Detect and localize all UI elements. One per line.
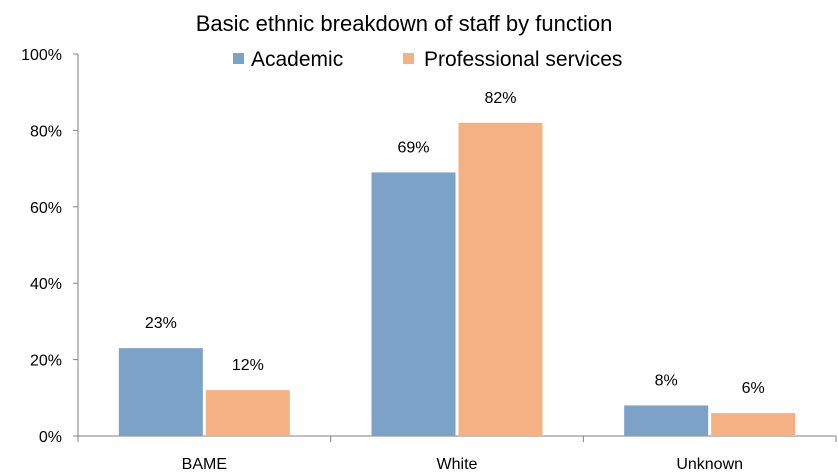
y-tick-label: 60% (30, 200, 62, 217)
bar (205, 390, 290, 436)
legend-swatch-academic (233, 53, 244, 64)
y-axis: 0% 20% 40% 60% 80% 100% (21, 47, 79, 446)
x-category-label: White (437, 456, 478, 473)
data-label: 6% (742, 380, 765, 397)
x-category-label: Unknown (676, 456, 743, 473)
chart-title: Basic ethnic breakdown of staff by funct… (196, 11, 613, 36)
legend: Academic Professional services (233, 48, 622, 71)
y-tick-label: 20% (30, 353, 62, 370)
data-label: 69% (397, 139, 429, 156)
bar (458, 122, 543, 436)
bars (118, 122, 796, 437)
legend-label-professional-services: Professional services (424, 48, 622, 71)
legend-label-academic: Academic (251, 48, 343, 71)
data-label: 8% (655, 372, 678, 389)
data-label: 82% (484, 90, 516, 107)
legend-swatch-professional-services (403, 53, 414, 64)
x-axis: BAME White Unknown (77, 435, 837, 473)
bar (118, 348, 203, 436)
bar (624, 405, 709, 436)
data-labels: 23% 12% 69% 82% 8% 6% (145, 90, 765, 397)
y-tick-label: 40% (30, 276, 62, 293)
bar (371, 172, 456, 437)
bar (711, 413, 796, 436)
y-tick-label: 0% (39, 429, 62, 446)
data-label: 23% (145, 315, 177, 332)
y-tick-label: 80% (30, 123, 62, 140)
x-category-label: BAME (182, 456, 227, 473)
data-label: 12% (232, 357, 264, 374)
y-tick-label: 100% (21, 47, 62, 64)
